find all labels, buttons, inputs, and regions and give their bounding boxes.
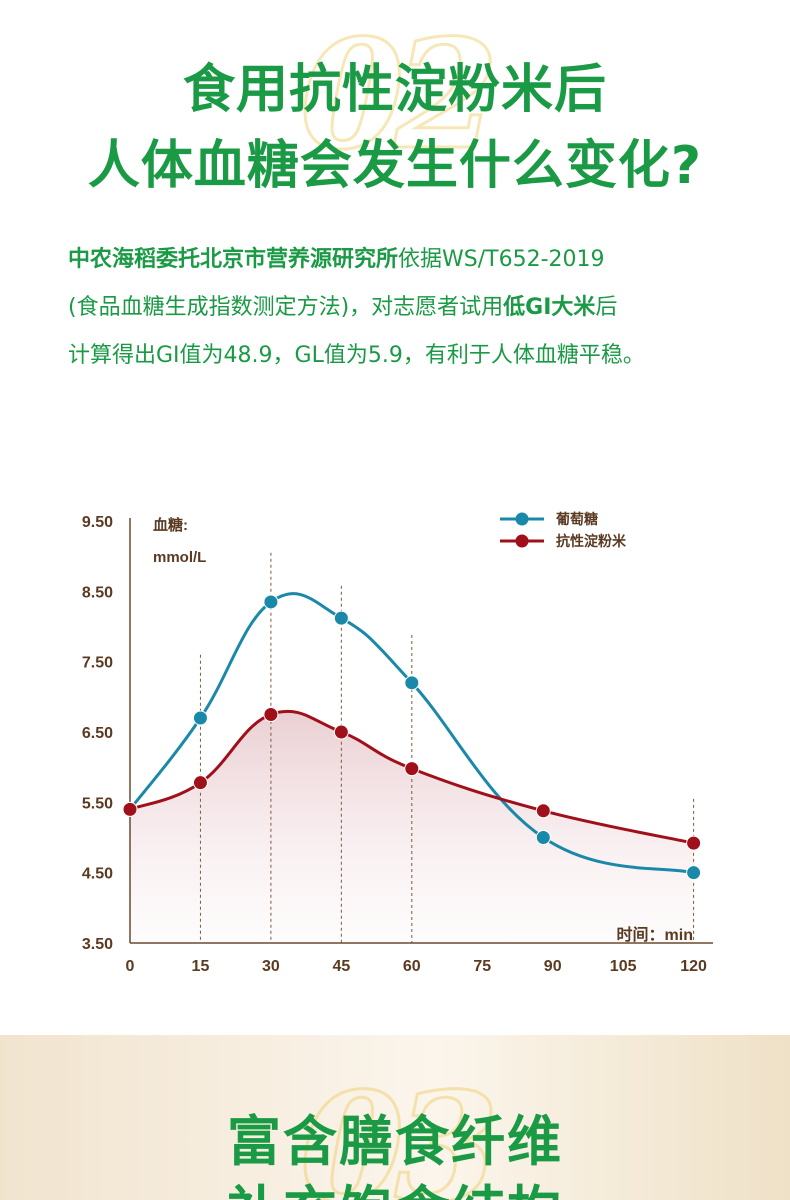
legend-label-0: 葡萄糖: [555, 511, 598, 527]
blood-glucose-chart: 3.50 4.50 5.50 6.50 7.50 8.50 9.50 0 15 30 45 60 75 9…: [0, 490, 790, 1010]
x-tick-label: 45: [332, 958, 350, 975]
section2-headline-line-2: 补充饱食结构: [0, 1177, 790, 1200]
x-axis-label: 时间：min: [617, 925, 693, 944]
x-tick-label: 0: [126, 958, 135, 975]
y-tick-label: 6.50: [82, 725, 113, 742]
series-1-point: [122, 801, 138, 817]
legend-label-1: 抗性淀粉米: [556, 533, 627, 549]
series-1-point: [333, 724, 349, 740]
series-line-1: [129, 709, 694, 845]
y-axis-label: 血糖:: [153, 516, 188, 534]
x-tick-label: 30: [262, 958, 280, 975]
series-0-point: [535, 830, 551, 846]
intro-standard: 依据WS/T652-2019: [398, 247, 605, 272]
series-1-point: [404, 761, 420, 777]
section2-headline-line-1: 富含膳食纤维: [227, 1110, 563, 1173]
intro-line-2: (食品血糖生成指数测定方法)，对志愿者试用低GI大米后: [68, 284, 768, 332]
headline-line-2: 人体血糖会发生什么变化?: [87, 136, 703, 196]
x-tick-label: 15: [192, 958, 210, 975]
headline-line-1: 食用抗性淀粉米后: [182, 60, 607, 120]
intro-product: 低GI大米: [503, 295, 596, 320]
series-0-point: [404, 675, 420, 691]
section-fiber: 03 富含膳食纤维 补充饱食结构: [0, 1035, 790, 1200]
series-0-point: [263, 594, 279, 610]
intro-method: (食品血糖生成指数测定方法)，对志愿者试用: [68, 295, 504, 320]
section1-headline: 食用抗性淀粉米后 人体血糖会发生什么变化?: [0, 58, 790, 198]
y-axis-unit: mmol/L: [153, 549, 206, 566]
series-1-point: [686, 835, 702, 851]
y-tick-label: 9.50: [82, 514, 113, 531]
y-tick-label: 3.50: [82, 936, 113, 953]
legend-marker-0: [515, 512, 529, 526]
series-0-point: [686, 865, 702, 881]
legend-marker-1: [515, 534, 529, 548]
y-tick-label: 8.50: [82, 584, 113, 601]
chart-svg: 3.50 4.50 5.50 6.50 7.50 8.50 9.50 0 15 30 45 60 75 9…: [82, 511, 713, 975]
decorative-number-watermark-2: 03: [299, 1060, 501, 1200]
section-glycemic: 02 食用抗性淀粉米后 人体血糖会发生什么变化? 中农海稻委托北京市营养源研究所…: [0, 7, 790, 1010]
intro-line-3: 计算得出GI值为48.9，GL值为5.9，有利于人体血糖平稳。: [68, 343, 645, 368]
series-0-point: [333, 610, 349, 626]
intro-institution: 中农海稻委托北京市营养源研究所: [68, 247, 399, 272]
intro-paragraph: 中农海稻委托北京市营养源研究所依据WS/T652-2019 (食品血糖生成指数测…: [68, 236, 768, 380]
y-tick-label: 7.50: [82, 655, 113, 672]
y-tick-label: 4.50: [82, 866, 113, 883]
intro-line-1: 中农海稻委托北京市营养源研究所依据WS/T652-2019: [68, 236, 768, 284]
intro-line2-end: 后: [595, 295, 618, 320]
series-1-point: [192, 775, 208, 791]
decorative-number-watermark: 02: [299, 7, 501, 183]
series-1-point: [535, 803, 551, 819]
x-tick-label: 120: [680, 958, 707, 975]
series-1-point: [263, 706, 279, 722]
x-tick-label: 105: [610, 958, 637, 975]
series-0-point: [192, 710, 208, 726]
section2-headline: 富含膳食纤维 补充饱食结构: [0, 1107, 790, 1200]
x-tick-label: 75: [473, 958, 491, 975]
x-tick-label: 90: [544, 958, 562, 975]
y-tick-label: 5.50: [82, 795, 113, 812]
x-tick-label: 60: [403, 958, 421, 975]
